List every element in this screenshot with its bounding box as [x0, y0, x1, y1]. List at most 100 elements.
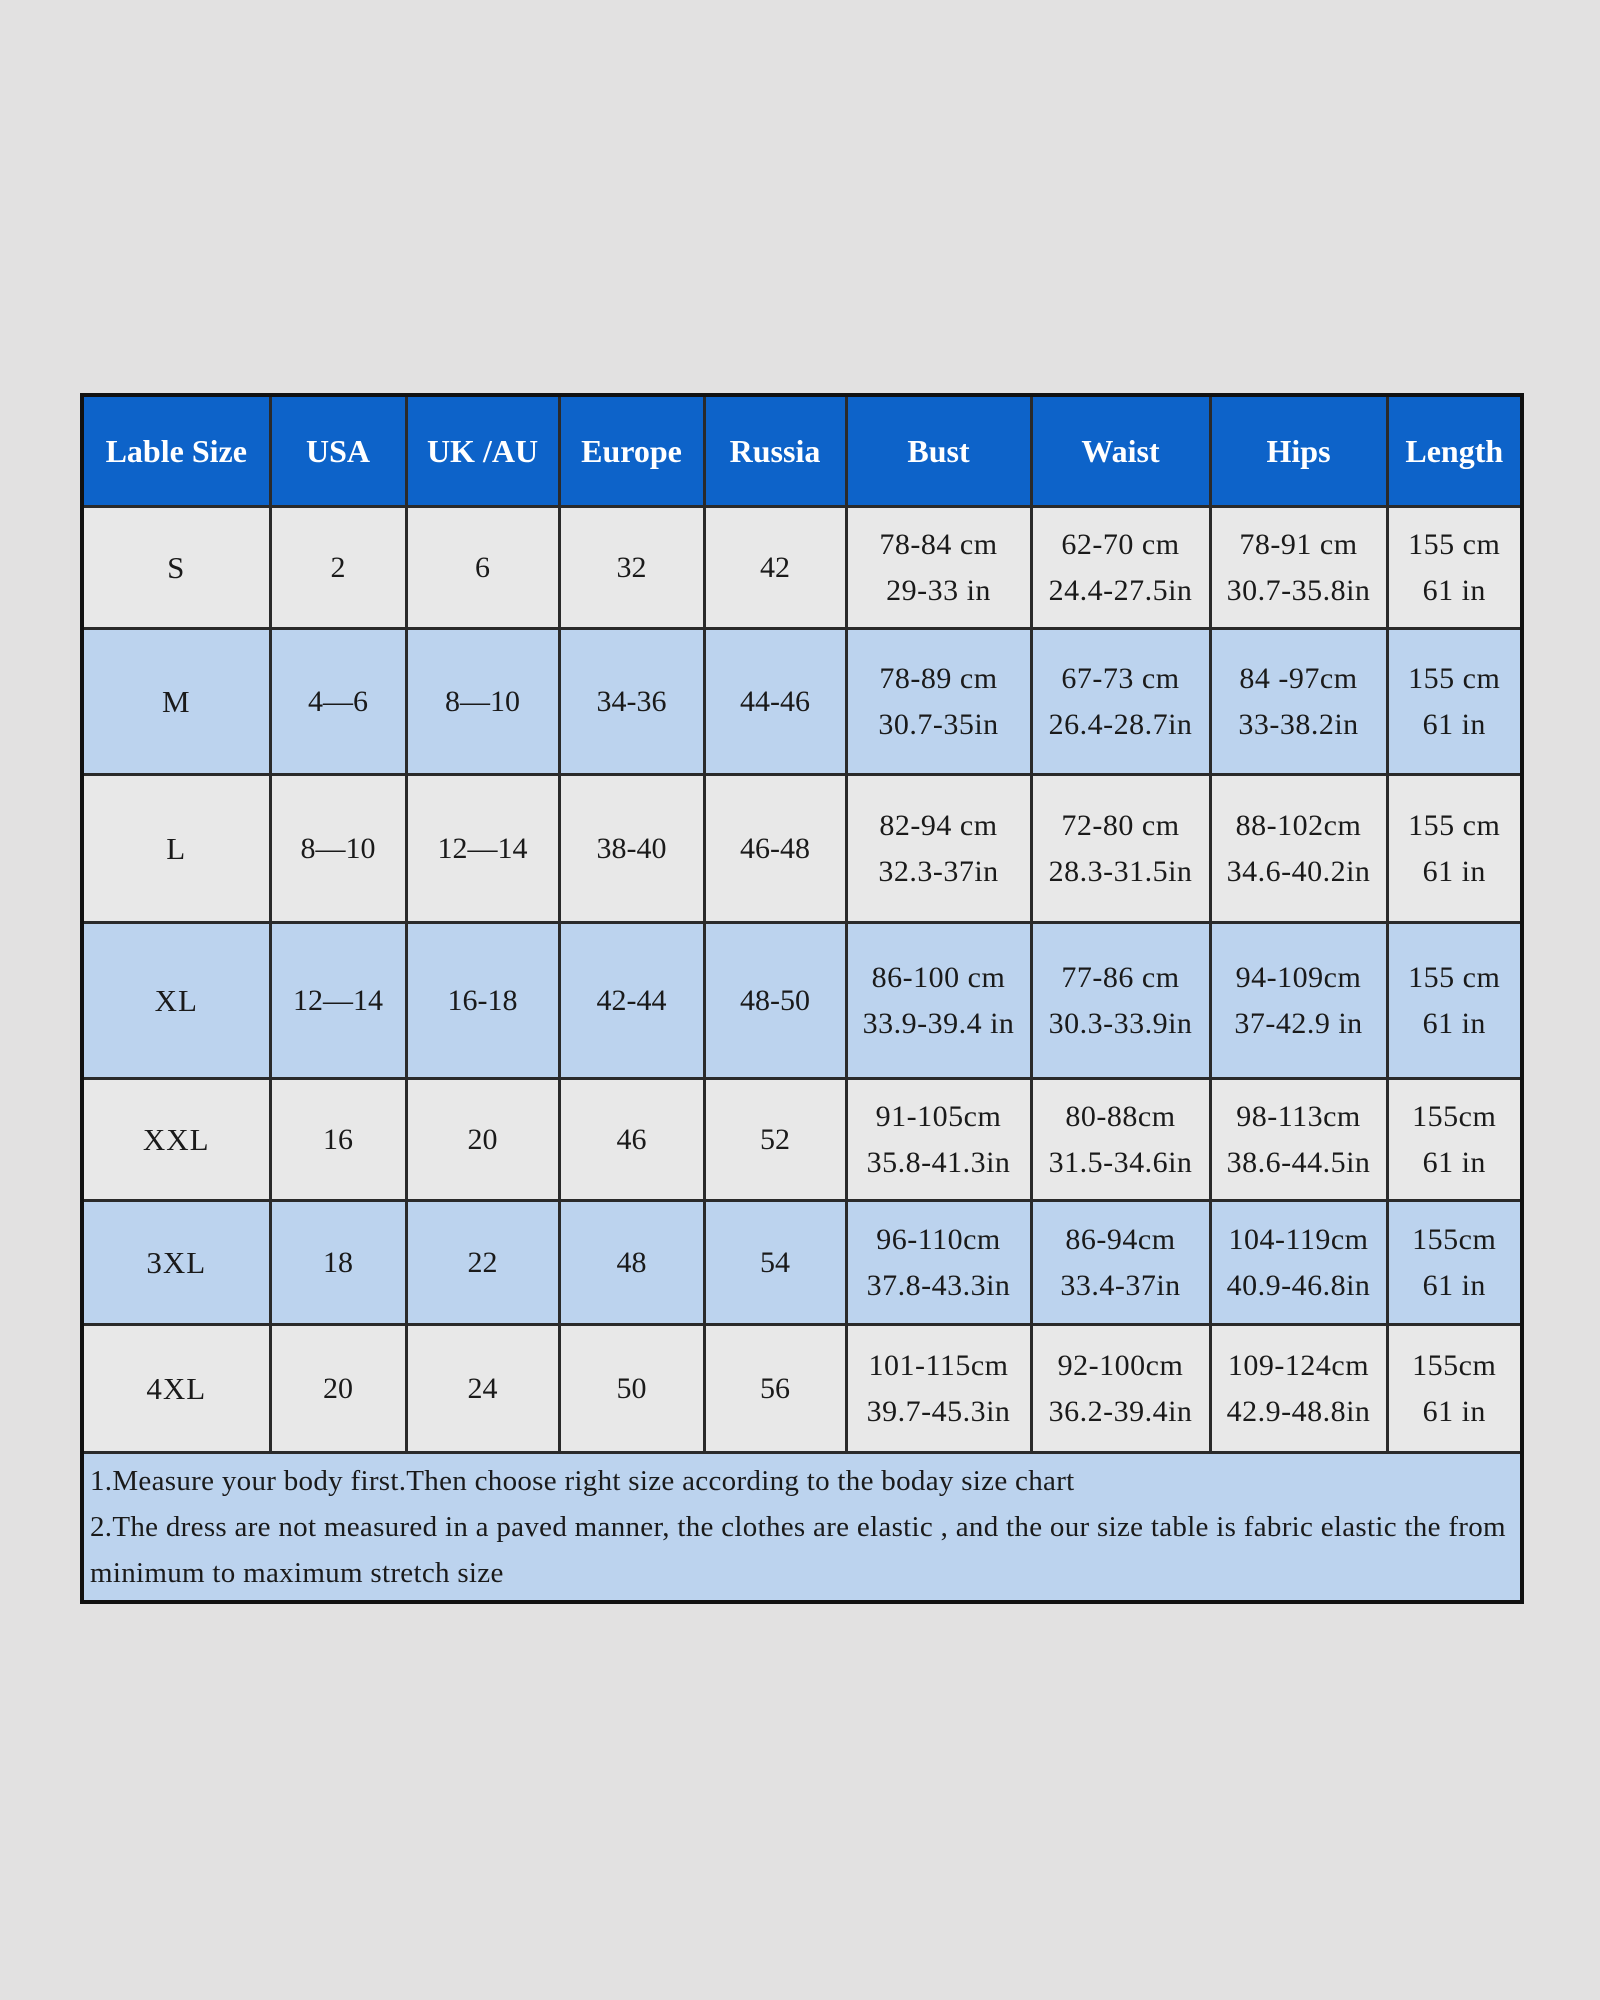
- uk-au-cell: 20: [404, 1077, 561, 1202]
- header-waist: Waist: [1029, 393, 1212, 508]
- russia-cell: 46-48: [702, 773, 848, 924]
- length-in-value: 61 in: [1422, 573, 1486, 607]
- europe-cell: 48: [557, 1199, 706, 1326]
- waist-cm-value: 80-88cm: [1065, 1099, 1176, 1133]
- table-row: 3XL 18 22 48 54 96-110cm 37.8-43.3in 86-94cm 33.…: [80, 1199, 1524, 1326]
- europe-cell: 34-36: [557, 627, 706, 776]
- hips-cell: 109-124cm 42.9-48.8in: [1208, 1323, 1389, 1454]
- waist-cm-value: 67-73 cm: [1061, 661, 1180, 695]
- bust-cm-value: 78-84 cm: [879, 527, 998, 561]
- waist-cell: 92-100cm 36.2-39.4in: [1029, 1323, 1212, 1454]
- uk-au-cell: 24: [404, 1323, 561, 1454]
- waist-in-value: 31.5-34.6in: [1048, 1145, 1193, 1179]
- table-row: M 4—6 8—10 34-36 44-46 78-89 cm 30.7-35in 67-73…: [80, 627, 1524, 776]
- length-in-value: 61 in: [1422, 707, 1486, 741]
- russia-cell: 48-50: [702, 921, 848, 1080]
- length-cm-value: 155 cm: [1408, 960, 1501, 994]
- bust-cm-value: 91-105cm: [875, 1099, 1002, 1133]
- waist-in-value: 24.4-27.5in: [1048, 573, 1193, 607]
- waist-cell: 86-94cm 33.4-37in: [1029, 1199, 1212, 1326]
- size-cell: 4XL: [80, 1323, 272, 1454]
- usa-cell: 8—10: [268, 773, 408, 924]
- hips-in-value: 33-38.2in: [1238, 707, 1359, 741]
- bust-cm-value: 78-89 cm: [879, 661, 998, 695]
- waist-cm-value: 72-80 cm: [1061, 808, 1180, 842]
- note-2: 2.The dress are not measured in a paved …: [90, 1511, 1506, 1589]
- header-length: Length: [1385, 393, 1524, 508]
- hips-cm-value: 84 -97cm: [1239, 661, 1358, 695]
- bust-in-value: 29-33 in: [886, 573, 991, 607]
- bust-cell: 82-94 cm 32.3-37in: [844, 773, 1033, 924]
- waist-cell: 80-88cm 31.5-34.6in: [1029, 1077, 1212, 1202]
- uk-au-cell: 16-18: [404, 921, 561, 1080]
- usa-cell: 20: [268, 1323, 408, 1454]
- length-cell: 155cm 61 in: [1385, 1323, 1524, 1454]
- waist-in-value: 30.3-33.9in: [1048, 1006, 1193, 1040]
- size-cell: L: [80, 773, 272, 924]
- uk-au-cell: 12—14: [404, 773, 561, 924]
- russia-cell: 42: [702, 505, 848, 630]
- length-in-value: 61 in: [1422, 1268, 1486, 1302]
- size-chart-table: Lable Size USA UK /AU Europe Russia Bust…: [80, 393, 1524, 1604]
- waist-in-value: 36.2-39.4in: [1048, 1394, 1193, 1428]
- length-cell: 155 cm 61 in: [1385, 505, 1524, 630]
- notes-row: 1.Measure your body first.Then choose ri…: [80, 1451, 1524, 1604]
- europe-cell: 32: [557, 505, 706, 630]
- hips-cm-value: 78-91 cm: [1239, 527, 1358, 561]
- waist-in-value: 33.4-37in: [1060, 1268, 1181, 1302]
- waist-cell: 77-86 cm 30.3-33.9in: [1029, 921, 1212, 1080]
- bust-cell: 78-84 cm 29-33 in: [844, 505, 1033, 630]
- size-cell: XXL: [80, 1077, 272, 1202]
- usa-cell: 2: [268, 505, 408, 630]
- bust-in-value: 33.9-39.4 in: [862, 1006, 1015, 1040]
- length-cm-value: 155cm: [1412, 1099, 1497, 1133]
- hips-cell: 94-109cm 37-42.9 in: [1208, 921, 1389, 1080]
- length-in-value: 61 in: [1422, 1394, 1486, 1428]
- waist-cm-value: 62-70 cm: [1061, 527, 1180, 561]
- size-cell: XL: [80, 921, 272, 1080]
- header-row: Lable Size USA UK /AU Europe Russia Bust…: [80, 393, 1524, 508]
- hips-cell: 98-113cm 38.6-44.5in: [1208, 1077, 1389, 1202]
- uk-au-cell: 6: [404, 505, 561, 630]
- table-body: S 2 6 32 42 78-84 cm 29-33 in 62-70 cm 24.4-27.5…: [80, 505, 1524, 1454]
- header-uk-au: UK /AU: [404, 393, 561, 508]
- header-bust: Bust: [844, 393, 1033, 508]
- russia-cell: 44-46: [702, 627, 848, 776]
- bust-cm-value: 82-94 cm: [879, 808, 998, 842]
- size-cell: S: [80, 505, 272, 630]
- usa-cell: 4—6: [268, 627, 408, 776]
- header-europe: Europe: [557, 393, 706, 508]
- bust-cell: 96-110cm 37.8-43.3in: [844, 1199, 1033, 1326]
- table-row: XXL 16 20 46 52 91-105cm 35.8-41.3in 80-88cm 31.…: [80, 1077, 1524, 1202]
- length-cm-value: 155 cm: [1408, 527, 1501, 561]
- hips-in-value: 38.6-44.5in: [1226, 1145, 1371, 1179]
- europe-cell: 50: [557, 1323, 706, 1454]
- bust-cell: 91-105cm 35.8-41.3in: [844, 1077, 1033, 1202]
- length-in-value: 61 in: [1422, 1006, 1486, 1040]
- length-cell: 155 cm 61 in: [1385, 627, 1524, 776]
- bust-cm-value: 96-110cm: [876, 1222, 1001, 1256]
- usa-cell: 12—14: [268, 921, 408, 1080]
- waist-cm-value: 92-100cm: [1057, 1348, 1184, 1382]
- bust-cm-value: 101-115cm: [868, 1348, 1009, 1382]
- waist-in-value: 28.3-31.5in: [1048, 854, 1193, 888]
- table-row: L 8—10 12—14 38-40 46-48 82-94 cm 32.3-37in 72-…: [80, 773, 1524, 924]
- length-cell: 155 cm 61 in: [1385, 921, 1524, 1080]
- header-lable-size: Lable Size: [80, 393, 272, 508]
- europe-cell: 42-44: [557, 921, 706, 1080]
- length-cell: 155cm 61 in: [1385, 1077, 1524, 1202]
- length-cm-value: 155 cm: [1408, 808, 1501, 842]
- bust-in-value: 35.8-41.3in: [866, 1145, 1011, 1179]
- hips-cm-value: 104-119cm: [1228, 1222, 1369, 1256]
- length-in-value: 61 in: [1422, 854, 1486, 888]
- hips-in-value: 30.7-35.8in: [1226, 573, 1371, 607]
- usa-cell: 18: [268, 1199, 408, 1326]
- hips-cell: 78-91 cm 30.7-35.8in: [1208, 505, 1389, 630]
- header-russia: Russia: [702, 393, 848, 508]
- bust-in-value: 30.7-35in: [878, 707, 999, 741]
- hips-in-value: 34.6-40.2in: [1226, 854, 1371, 888]
- hips-in-value: 40.9-46.8in: [1226, 1268, 1371, 1302]
- hips-in-value: 42.9-48.8in: [1226, 1394, 1371, 1428]
- russia-cell: 56: [702, 1323, 848, 1454]
- length-in-value: 61 in: [1422, 1145, 1486, 1179]
